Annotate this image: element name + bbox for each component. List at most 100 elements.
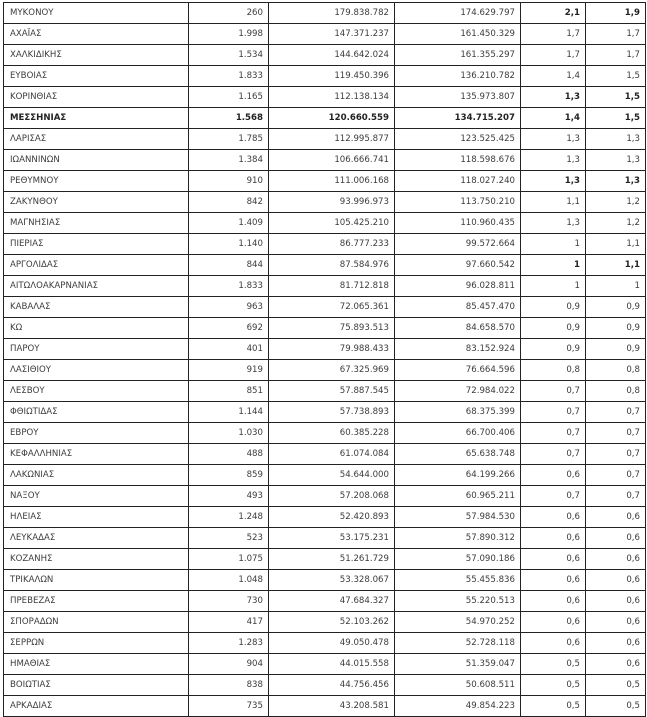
- value-cell-5: 0,7: [585, 485, 646, 507]
- value-cell-3: 49.854.223: [394, 695, 521, 717]
- value-cell-4: 0,7: [520, 380, 586, 402]
- table-row: ΕΒΡΟΥ 1.030 60.385.228 66.700.406 0,7 0,7: [3, 422, 646, 444]
- value-cell-5: 0,6: [585, 527, 646, 549]
- value-cell-4: 0,5: [520, 674, 586, 696]
- value-cell-3: 50.608.511: [394, 674, 521, 696]
- value-cell-2: 57.887.545: [268, 380, 395, 402]
- value-cell-2: 81.712.818: [268, 275, 395, 297]
- region-name-cell: ΛΕΣΒΟΥ: [3, 380, 189, 402]
- value-cell-3: 113.750.210: [394, 191, 521, 213]
- table-row: ΠΑΡΟΥ 401 79.988.433 83.152.924 0,9 0,9: [3, 338, 646, 360]
- region-name-cell: ΗΜΑΘΙΑΣ: [3, 653, 189, 675]
- region-name-cell: ΡΕΘΥΜΝΟΥ: [3, 170, 189, 192]
- value-cell-2: 86.777.233: [268, 233, 395, 255]
- table-row: ΜΑΓΝΗΣΙΑΣ 1.409 105.425.210 110.960.435 1,3 1…: [3, 212, 646, 234]
- value-cell-5: 0,7: [585, 422, 646, 444]
- value-cell-2: 54.644.000: [268, 464, 395, 486]
- value-cell-5: 0,6: [585, 569, 646, 591]
- value-cell-2: 67.325.969: [268, 359, 395, 381]
- value-cell-1: 735: [188, 695, 269, 717]
- table-row: ΜΕΣΣΗΝΙΑΣ 1.568 120.660.559 134.715.207 1,4 1…: [3, 107, 646, 129]
- value-cell-2: 144.642.024: [268, 44, 395, 66]
- value-cell-1: 417: [188, 611, 269, 633]
- value-cell-3: 123.525.425: [394, 128, 521, 150]
- value-cell-5: 1: [585, 275, 646, 297]
- value-cell-3: 54.970.252: [394, 611, 521, 633]
- value-cell-2: 44.756.456: [268, 674, 395, 696]
- region-name-cell: ΛΑΚΩΝΙΑΣ: [3, 464, 189, 486]
- value-cell-5: 1,3: [585, 170, 646, 192]
- value-cell-1: 730: [188, 590, 269, 612]
- value-cell-2: 111.006.168: [268, 170, 395, 192]
- value-cell-5: 1,5: [585, 86, 646, 108]
- value-cell-3: 57.984.530: [394, 506, 521, 528]
- value-cell-2: 179.838.782: [268, 2, 395, 24]
- value-cell-4: 1,3: [520, 149, 586, 171]
- table-row: ΧΑΛΚΙΔΙΚΗΣ 1.534 144.642.024 161.355.297 1,7…: [3, 44, 646, 66]
- value-cell-4: 1,1: [520, 191, 586, 213]
- value-cell-2: 47.684.327: [268, 590, 395, 612]
- region-name-cell: ΛΑΣΙΘΙΟΥ: [3, 359, 189, 381]
- value-cell-2: 120.660.559: [268, 107, 395, 129]
- table-row: ΒΟΙΩΤΙΑΣ 838 44.756.456 50.608.511 0,5 0,5: [3, 674, 646, 696]
- table-row: ΚΟΡΙΝΘΙΑΣ 1.165 112.138.134 135.973.807 1,3 1…: [3, 86, 646, 108]
- value-cell-5: 1,5: [585, 65, 646, 87]
- table-row: ΑΧΑΪΑΣ 1.998 147.371.237 161.450.329 1,7 1,7: [3, 23, 646, 45]
- value-cell-1: 1.568: [188, 107, 269, 129]
- region-name-cell: ΗΛΕΙΑΣ: [3, 506, 189, 528]
- value-cell-3: 97.660.542: [394, 254, 521, 276]
- table-row: ΛΕΣΒΟΥ 851 57.887.545 72.984.022 0,7 0,8: [3, 380, 646, 402]
- table-row: ΗΛΕΙΑΣ 1.248 52.420.893 57.984.530 0,6 0,6: [3, 506, 646, 528]
- value-cell-3: 66.700.406: [394, 422, 521, 444]
- region-name-cell: ΕΒΡΟΥ: [3, 422, 189, 444]
- value-cell-1: 910: [188, 170, 269, 192]
- table-body: ΜΥΚΟΝΟΥ 260 179.838.782 174.629.797 2,1 1,9 ΑΧ…: [3, 2, 646, 717]
- value-cell-2: 72.065.361: [268, 296, 395, 318]
- value-cell-3: 174.629.797: [394, 2, 521, 24]
- value-cell-5: 1,3: [585, 128, 646, 150]
- value-cell-2: 61.074.084: [268, 443, 395, 465]
- value-cell-4: 1,3: [520, 86, 586, 108]
- value-cell-4: 1: [520, 233, 586, 255]
- value-cell-1: 963: [188, 296, 269, 318]
- value-cell-2: 112.138.134: [268, 86, 395, 108]
- value-cell-3: 96.028.811: [394, 275, 521, 297]
- value-cell-4: 1,4: [520, 107, 586, 129]
- table-row: ΣΠΟΡΑΔΩΝ 417 52.103.262 54.970.252 0,6 0,6: [3, 611, 646, 633]
- value-cell-1: 1.048: [188, 569, 269, 591]
- value-cell-1: 1.998: [188, 23, 269, 45]
- value-cell-1: 260: [188, 2, 269, 24]
- value-cell-1: 523: [188, 527, 269, 549]
- table-row: ΝΑΞΟΥ 493 57.208.068 60.965.211 0,7 0,7: [3, 485, 646, 507]
- region-name-cell: ΑΡΚΑΔΙΑΣ: [3, 695, 189, 717]
- value-cell-5: 1,5: [585, 107, 646, 129]
- value-cell-4: 0,6: [520, 464, 586, 486]
- value-cell-5: 1,2: [585, 191, 646, 213]
- value-cell-5: 0,7: [585, 401, 646, 423]
- table-row: ΖΑΚΥΝΘΟΥ 842 93.996.973 113.750.210 1,1 1,2: [3, 191, 646, 213]
- value-cell-2: 105.425.210: [268, 212, 395, 234]
- value-cell-1: 1.075: [188, 548, 269, 570]
- value-cell-2: 44.015.558: [268, 653, 395, 675]
- value-cell-2: 147.371.237: [268, 23, 395, 45]
- value-cell-5: 0,9: [585, 338, 646, 360]
- region-name-cell: ΚΑΒΑΛΑΣ: [3, 296, 189, 318]
- value-cell-5: 1,1: [585, 233, 646, 255]
- value-cell-5: 0,6: [585, 590, 646, 612]
- value-cell-4: 0,9: [520, 338, 586, 360]
- value-cell-3: 65.638.748: [394, 443, 521, 465]
- region-name-cell: ΜΑΓΝΗΣΙΑΣ: [3, 212, 189, 234]
- table-row: ΑΙΤΩΛΟΑΚΑΡΝΑΝΙΑΣ 1.833 81.712.818 96.028.81…: [3, 275, 646, 297]
- value-cell-3: 83.152.924: [394, 338, 521, 360]
- table-row: ΦΘΙΩΤΙΔΑΣ 1.144 57.738.893 68.375.399 0,7 0,7: [3, 401, 646, 423]
- value-cell-4: 1,7: [520, 44, 586, 66]
- region-name-cell: ΑΙΤΩΛΟΑΚΑΡΝΑΝΙΑΣ: [3, 275, 189, 297]
- region-name-cell: ΑΧΑΪΑΣ: [3, 23, 189, 45]
- value-cell-1: 844: [188, 254, 269, 276]
- value-cell-3: 57.890.312: [394, 527, 521, 549]
- value-cell-5: 0,5: [585, 695, 646, 717]
- region-name-cell: ΛΑΡΙΣΑΣ: [3, 128, 189, 150]
- value-cell-4: 1,3: [520, 128, 586, 150]
- table-row: ΛΑΚΩΝΙΑΣ 859 54.644.000 64.199.266 0,6 0,7: [3, 464, 646, 486]
- region-name-cell: ΜΥΚΟΝΟΥ: [3, 2, 189, 24]
